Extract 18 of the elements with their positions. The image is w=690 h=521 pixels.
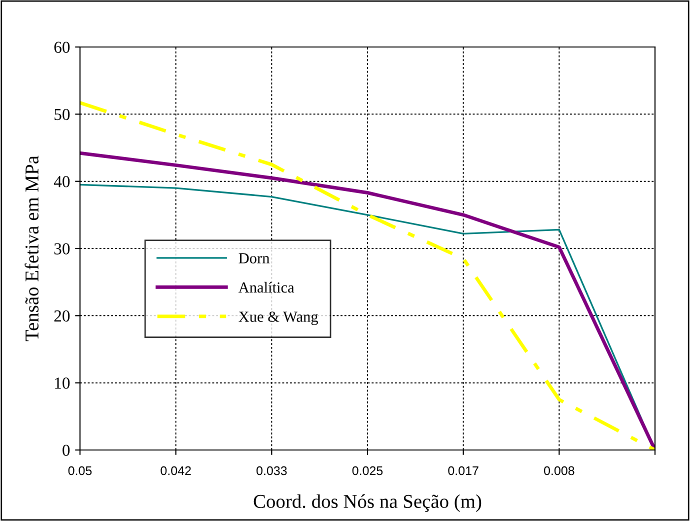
y-axis-title: Tensão Efetiva em MPa bbox=[24, 156, 39, 342]
y-tick-label: 0 bbox=[62, 444, 70, 456]
x-tick-label: 0.042 bbox=[160, 466, 191, 476]
y-tick-label: 10 bbox=[55, 378, 70, 389]
legend-label: Analítica bbox=[238, 282, 294, 293]
x-tick-label: 0.05 bbox=[68, 466, 92, 476]
legend-label: Dorn bbox=[238, 253, 270, 264]
y-tick-label: 20 bbox=[54, 310, 70, 322]
x-tick-label: 0.025 bbox=[352, 466, 383, 476]
legend-label: Xue & Wang bbox=[238, 312, 318, 326]
y-tick-label: 60 bbox=[54, 42, 70, 53]
x-tick-label: 0.033 bbox=[256, 466, 287, 476]
y-tick-label: 50 bbox=[54, 108, 70, 120]
x-axis-title: Coord. dos Nós na Seção (m) bbox=[254, 494, 482, 512]
y-tick-label: 30 bbox=[54, 243, 70, 254]
y-tick-label: 40 bbox=[54, 176, 70, 188]
x-tick-label: 0.017 bbox=[448, 466, 478, 476]
x-tick-label: 0.008 bbox=[544, 466, 574, 476]
